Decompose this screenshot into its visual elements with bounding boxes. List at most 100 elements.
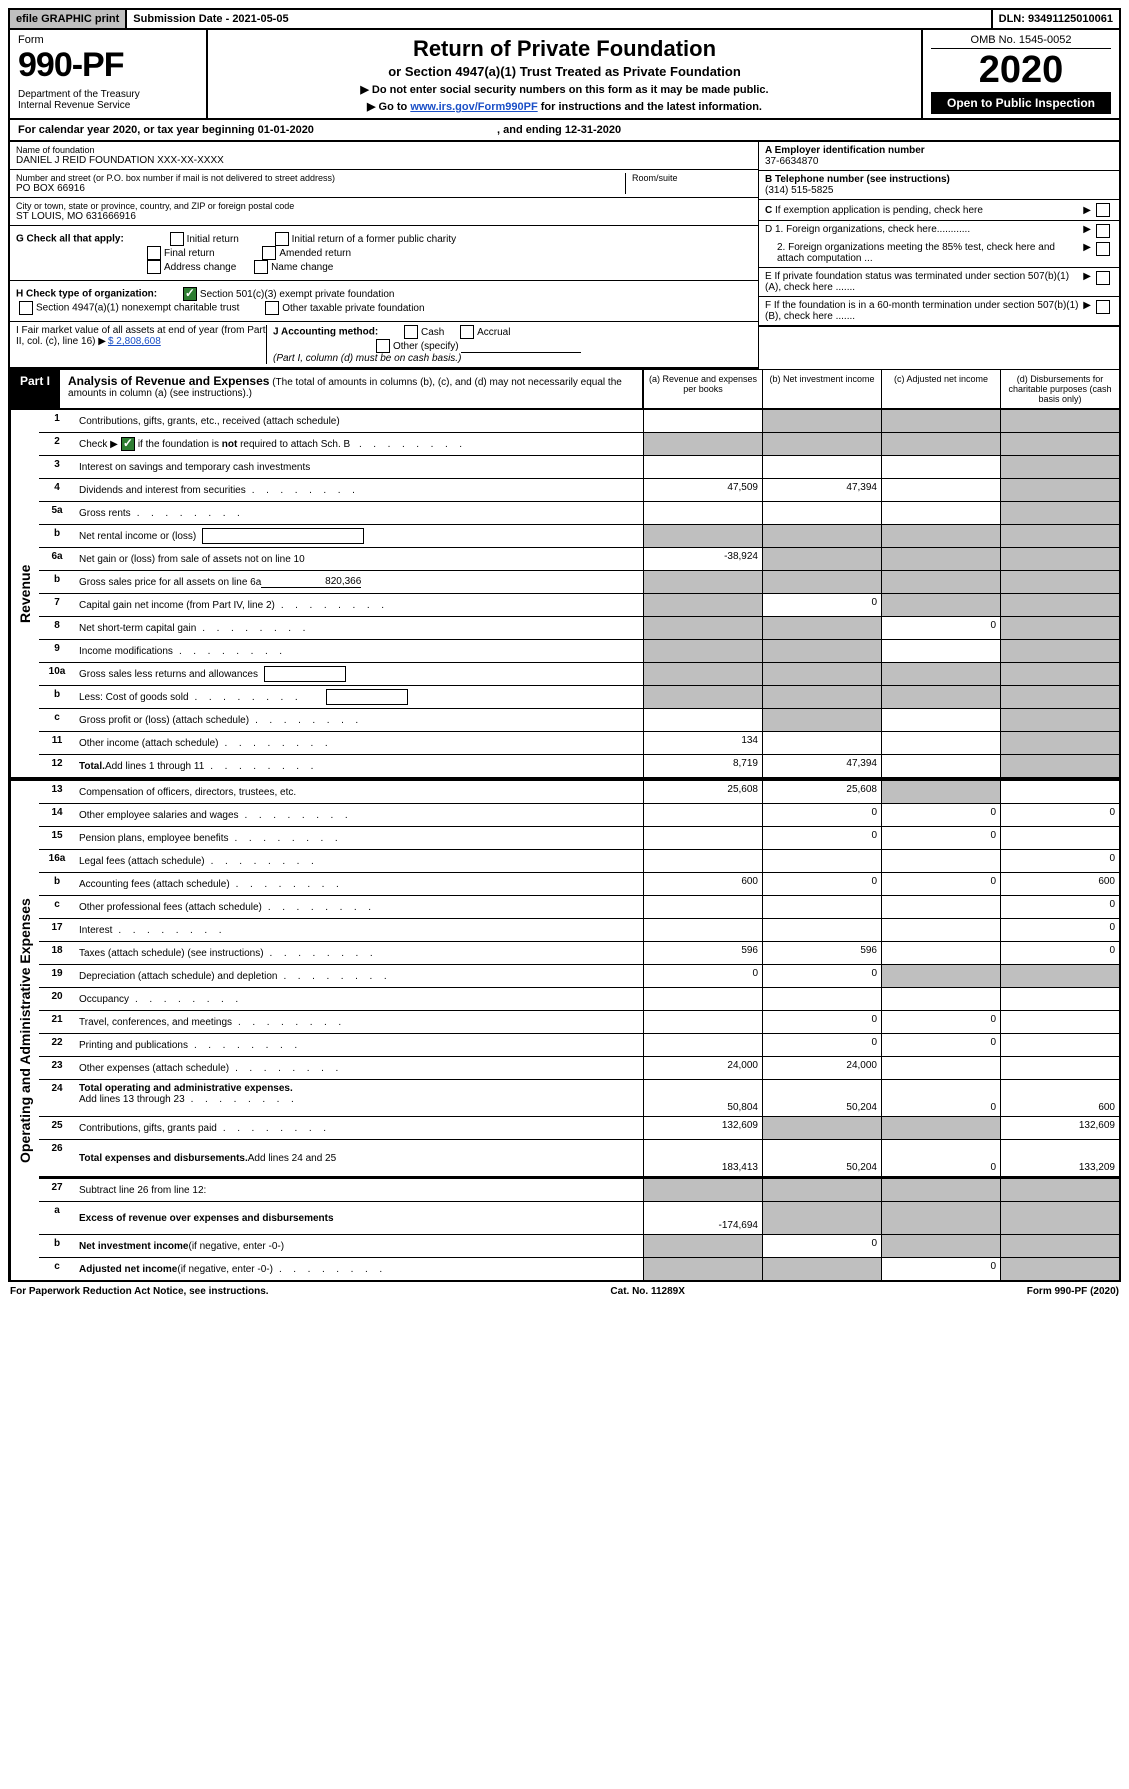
form-label: Form (18, 34, 198, 46)
checkbox-cash[interactable] (404, 325, 418, 339)
line13-b: 25,608 (762, 781, 881, 803)
checkbox-amended[interactable] (262, 246, 276, 260)
line7-desc: Capital gain net income (from Part IV, l… (79, 600, 275, 611)
line22-b: 0 (762, 1034, 881, 1056)
dept-treasury: Department of the Treasury (18, 89, 198, 100)
line14-desc: Other employee salaries and wages (79, 810, 239, 821)
omb-number: OMB No. 1545-0052 (931, 34, 1111, 49)
line24-a: 50,804 (643, 1080, 762, 1116)
501c3-label: Section 501(c)(3) exempt private foundat… (200, 289, 395, 300)
fmv-link[interactable]: $ 2,808,608 (108, 336, 161, 347)
checkbox-foreign-org[interactable] (1096, 224, 1110, 238)
line16a-d: 0 (1000, 850, 1119, 872)
line17-desc: Interest (79, 925, 112, 936)
line25-d: 132,609 (1000, 1117, 1119, 1139)
checkbox-other-taxable[interactable] (265, 301, 279, 315)
line4-desc: Dividends and interest from securities (79, 485, 246, 496)
checkbox-accrual[interactable] (460, 325, 474, 339)
a-ein-label: A Employer identification number (765, 145, 925, 156)
submission-date: Submission Date - 2021-05-05 (127, 10, 992, 28)
line6b-val: 820,366 (261, 576, 361, 588)
revenue-label: Revenue (10, 410, 39, 777)
checkbox-initial-former[interactable] (275, 232, 289, 246)
line27b-desc: Net investment income (79, 1241, 188, 1252)
line24-b: 50,204 (762, 1080, 881, 1116)
line18-d: 0 (1000, 942, 1119, 964)
entity-info: Name of foundation DANIEL J REID FOUNDAT… (8, 142, 1121, 369)
irs-link[interactable]: www.irs.gov/Form990PF (410, 101, 537, 113)
form-version: Form 990-PF (2020) (1027, 1286, 1119, 1297)
year-begin: 01-01-2020 (258, 124, 314, 136)
line7-b: 0 (762, 594, 881, 616)
form-header: Form 990-PF Department of the Treasury I… (8, 30, 1121, 120)
checkbox-name-change[interactable] (254, 260, 268, 274)
form-number: 990-PF (18, 46, 198, 85)
ein: 37-6634870 (765, 156, 818, 167)
checkbox-sch-b[interactable] (121, 437, 135, 451)
tax-year: 2020 (931, 49, 1111, 92)
checkbox-other-method[interactable] (376, 339, 390, 353)
paperwork-notice: For Paperwork Reduction Act Notice, see … (10, 1286, 269, 1297)
top-bar: efile GRAPHIC print Submission Date - 20… (8, 8, 1121, 30)
line24b-desc: Add lines 13 through 23 (79, 1094, 185, 1105)
line9-desc: Income modifications (79, 646, 173, 657)
line18-b: 596 (762, 942, 881, 964)
h-label: H Check type of organization: (16, 289, 157, 300)
revenue-section: Revenue 1Contributions, gifts, grants, e… (8, 410, 1121, 779)
line19-b: 0 (762, 965, 881, 987)
line11-desc: Other income (attach schedule) (79, 738, 219, 749)
line3-desc: Interest on savings and temporary cash i… (75, 456, 643, 478)
checkbox-initial-return[interactable] (170, 232, 184, 246)
col-b-header: (b) Net investment income (762, 370, 881, 408)
line16b-b: 0 (762, 873, 881, 895)
city-state-zip: ST LOUIS, MO 631666916 (16, 211, 752, 222)
line16c-desc: Other professional fees (attach schedule… (79, 902, 262, 913)
4947-label: Section 4947(a)(1) nonexempt charitable … (36, 303, 239, 314)
line26-desc: Total expenses and disbursements. (79, 1153, 248, 1164)
line15-b: 0 (762, 827, 881, 849)
line20-desc: Occupancy (79, 994, 129, 1005)
checkbox-4947[interactable] (19, 301, 33, 315)
room-label: Room/suite (632, 173, 752, 183)
line15-desc: Pension plans, employee benefits (79, 833, 229, 844)
line22-desc: Printing and publications (79, 1040, 188, 1051)
expenses-label: Operating and Administrative Expenses (10, 781, 39, 1280)
checkbox-501c3[interactable] (183, 287, 197, 301)
checkbox-60month[interactable] (1096, 300, 1110, 314)
line2-pre: Check ▶ (79, 439, 118, 450)
line6a-desc: Net gain or (loss) from sale of assets n… (75, 548, 643, 570)
line4-a: 47,509 (643, 479, 762, 501)
initial-former-label: Initial return of a former public charit… (292, 234, 457, 245)
checkbox-terminated[interactable] (1096, 271, 1110, 285)
efile-print-button[interactable]: efile GRAPHIC print (10, 10, 127, 28)
g-label: G Check all that apply: (16, 234, 124, 245)
checkbox-final-return[interactable] (147, 246, 161, 260)
checkbox-address-change[interactable] (147, 260, 161, 274)
line13-a: 25,608 (643, 781, 762, 803)
line10c-desc: Gross profit or (loss) (attach schedule) (79, 715, 249, 726)
line22-c: 0 (881, 1034, 1000, 1056)
final-return-label: Final return (164, 248, 215, 259)
line21-c: 0 (881, 1011, 1000, 1033)
address-change-label: Address change (164, 262, 236, 273)
line25-a: 132,609 (643, 1117, 762, 1139)
page-footer: For Paperwork Reduction Act Notice, see … (8, 1282, 1121, 1301)
line19-a: 0 (643, 965, 762, 987)
cal-mid: , and ending (497, 124, 565, 136)
line24-desc: Total operating and administrative expen… (79, 1083, 293, 1094)
checkbox-exemption-pending[interactable] (1096, 203, 1110, 217)
col-c-header: (c) Adjusted net income (881, 370, 1000, 408)
city-label: City or town, state or province, country… (16, 201, 752, 211)
checkbox-85pct[interactable] (1096, 242, 1110, 256)
line27a-desc: Excess of revenue over expenses and disb… (79, 1213, 334, 1224)
line16a-desc: Legal fees (attach schedule) (79, 856, 205, 867)
line8-desc: Net short-term capital gain (79, 623, 196, 634)
address-label: Number and street (or P.O. box number if… (16, 173, 625, 183)
foundation-name: DANIEL J REID FOUNDATION XXX-XX-XXXX (16, 155, 752, 166)
e-label: E If private foundation status was termi… (765, 271, 1083, 293)
c-exemption-label: C If exemption application is pending, c… (765, 205, 1083, 216)
line24-c: 0 (881, 1080, 1000, 1116)
line6b-desc: Gross sales price for all assets on line… (79, 577, 261, 588)
line16c-d: 0 (1000, 896, 1119, 918)
line27c-desc: Adjusted net income (79, 1264, 177, 1275)
